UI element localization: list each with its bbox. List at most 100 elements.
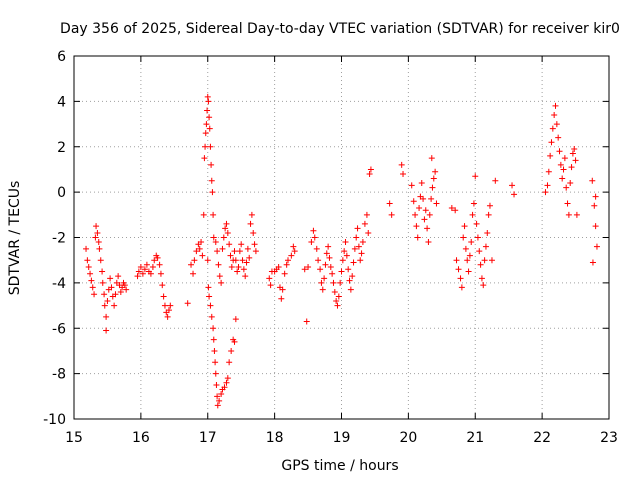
data-point [485, 211, 492, 218]
data-point [223, 379, 230, 386]
x-tick-label: 21 [466, 430, 484, 446]
data-point [235, 263, 242, 270]
data-point [111, 302, 118, 309]
data-point [548, 139, 555, 146]
data-point [220, 234, 227, 241]
data-point [412, 211, 419, 218]
grid-lines [74, 56, 609, 419]
data-point [591, 202, 598, 209]
data-point [425, 239, 432, 246]
data-point [319, 286, 326, 293]
data-point [481, 257, 488, 264]
data-point [203, 121, 210, 128]
x-tick-label: 22 [533, 430, 551, 446]
data-point [190, 270, 197, 277]
data-point [149, 263, 156, 270]
data-point [458, 284, 465, 291]
data-point [161, 302, 168, 309]
data-point [478, 275, 485, 282]
data-point [216, 397, 223, 404]
data-point [275, 263, 282, 270]
data-point [592, 223, 599, 230]
data-point [350, 259, 357, 266]
data-point [228, 347, 235, 354]
data-point [85, 263, 92, 270]
data-point [223, 220, 230, 227]
data-point [544, 182, 551, 189]
x-tick-label: 17 [199, 430, 217, 446]
data-point [552, 102, 559, 109]
data-point [196, 245, 203, 252]
data-point [88, 277, 95, 284]
data-point [226, 241, 233, 248]
data-point [283, 261, 290, 268]
data-point [115, 273, 122, 280]
data-point [91, 291, 98, 298]
data-point [240, 266, 247, 273]
y-tick-label: 4 [57, 94, 66, 110]
data-point [238, 241, 245, 248]
data-point [542, 189, 549, 196]
data-point [354, 225, 361, 232]
data-point [547, 152, 554, 159]
data-point [589, 177, 596, 184]
data-point [367, 166, 374, 173]
data-point [559, 175, 566, 182]
data-point [134, 273, 141, 280]
data-point [311, 234, 318, 241]
data-point [470, 200, 477, 207]
data-point [420, 195, 427, 202]
data-point [202, 143, 209, 150]
data-point [123, 286, 130, 293]
data-point [334, 302, 341, 309]
data-point [214, 402, 221, 409]
data-point [433, 200, 440, 207]
data-point [410, 198, 417, 205]
data-point [226, 359, 233, 366]
data-point [476, 248, 483, 255]
data-point [359, 239, 366, 246]
data-point [473, 220, 480, 227]
data-point [288, 252, 295, 259]
data-point [281, 270, 288, 277]
data-point [545, 168, 552, 175]
data-point [104, 298, 111, 305]
data-point [511, 191, 518, 198]
data-point [428, 155, 435, 162]
data-point [361, 220, 368, 227]
y-tick-label: -4 [52, 276, 66, 292]
data-point [248, 211, 255, 218]
data-point [103, 327, 110, 334]
data-point [121, 282, 128, 289]
data-point [137, 263, 144, 270]
data-point [236, 248, 243, 255]
data-point [218, 391, 225, 398]
data-point [214, 393, 221, 400]
data-point [469, 211, 476, 218]
data-point [99, 268, 106, 275]
data-point [408, 182, 415, 189]
data-point [232, 257, 239, 264]
data-point [461, 223, 468, 230]
data-point [244, 245, 251, 252]
data-point [221, 384, 228, 391]
data-point [199, 252, 206, 259]
data-point [252, 248, 259, 255]
data-point [151, 257, 158, 264]
data-point [424, 225, 431, 232]
data-point [349, 273, 356, 280]
data-point [430, 175, 437, 182]
data-point [157, 270, 164, 277]
data-point [569, 150, 576, 157]
data-point [290, 243, 297, 250]
data-point [480, 282, 487, 289]
data-point [267, 282, 274, 289]
data-point [460, 234, 467, 241]
data-point [247, 220, 254, 227]
data-point [564, 200, 571, 207]
x-tick-label: 15 [65, 430, 83, 446]
data-point [421, 216, 428, 223]
data-point [156, 261, 163, 268]
data-point [305, 263, 312, 270]
